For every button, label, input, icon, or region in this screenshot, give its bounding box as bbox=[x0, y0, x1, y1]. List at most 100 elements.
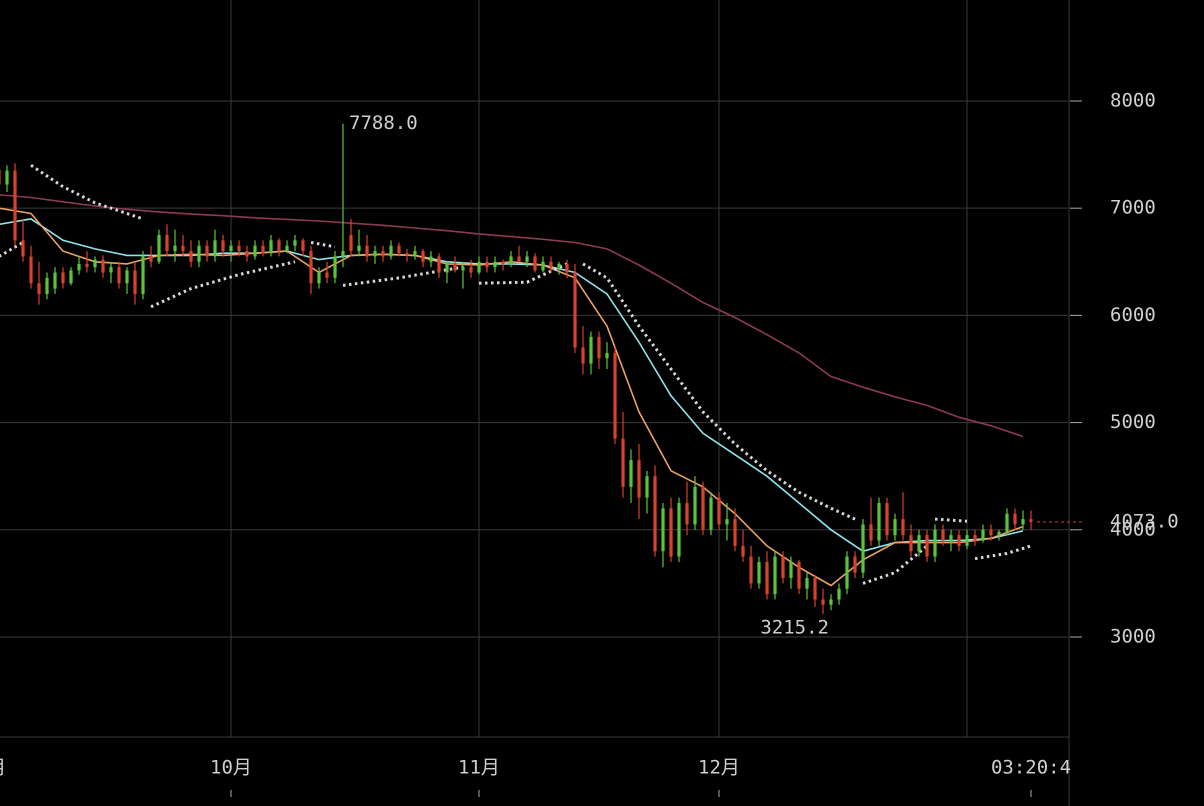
candle-body bbox=[637, 460, 641, 498]
candle-body bbox=[93, 259, 97, 268]
candle-body bbox=[357, 245, 361, 252]
candle-body bbox=[733, 519, 737, 546]
candle-body bbox=[189, 251, 193, 262]
candle-body bbox=[605, 352, 609, 359]
x-tick-label: 11月 bbox=[458, 757, 500, 779]
candle-body bbox=[69, 270, 73, 284]
candle-body bbox=[85, 263, 89, 268]
candle-body bbox=[829, 599, 833, 605]
candle-body bbox=[413, 251, 417, 256]
candle-body bbox=[213, 240, 217, 257]
candle-body bbox=[5, 170, 9, 185]
candle-body bbox=[565, 263, 569, 273]
candle-body bbox=[677, 502, 681, 557]
y-tick-label: 5000 bbox=[1110, 411, 1156, 433]
candle-body bbox=[373, 251, 377, 257]
candle-body bbox=[253, 245, 257, 257]
candle-body bbox=[21, 240, 25, 257]
candle-body bbox=[165, 234, 169, 252]
y-tick-label: 4000 bbox=[1110, 518, 1156, 540]
candle-body bbox=[597, 336, 601, 359]
candle-body bbox=[941, 529, 945, 541]
candle-body bbox=[117, 267, 121, 284]
candle-body bbox=[133, 270, 137, 294]
candle-body bbox=[109, 267, 113, 273]
candle-body bbox=[877, 502, 881, 541]
candle-body bbox=[53, 272, 57, 289]
time-label: 03:20:4 bbox=[991, 757, 1071, 779]
candle-body bbox=[933, 529, 937, 557]
candle-body bbox=[149, 256, 153, 262]
candle-body bbox=[1013, 513, 1017, 525]
candle-body bbox=[77, 263, 81, 271]
candle-body bbox=[797, 561, 801, 589]
candle-body bbox=[525, 256, 529, 262]
candle-body bbox=[949, 535, 953, 541]
candle-body bbox=[717, 497, 721, 525]
x-tick-label: 10月 bbox=[210, 757, 252, 779]
candle-body bbox=[397, 245, 401, 254]
candle-body bbox=[845, 556, 849, 589]
candle-body bbox=[957, 535, 961, 546]
candle-body bbox=[693, 486, 697, 525]
candle-body bbox=[645, 476, 649, 498]
candle-body bbox=[789, 561, 793, 579]
candle-body bbox=[669, 508, 673, 557]
high-label: 7788.0 bbox=[349, 112, 418, 134]
candle-body bbox=[421, 251, 425, 262]
candle-body bbox=[837, 588, 841, 600]
candle-body bbox=[333, 256, 337, 278]
candle-body bbox=[469, 267, 473, 273]
candle-body bbox=[573, 272, 577, 348]
candle-body bbox=[509, 256, 513, 264]
candle-body bbox=[1005, 513, 1009, 532]
candle-body bbox=[277, 240, 281, 252]
candle-body bbox=[477, 261, 481, 273]
candle-body bbox=[781, 556, 785, 579]
candle-body bbox=[437, 256, 441, 273]
candle-body bbox=[125, 270, 129, 284]
candle-body bbox=[285, 245, 289, 252]
y-tick-label: 3000 bbox=[1110, 625, 1156, 647]
candle-body bbox=[869, 524, 873, 541]
candle-body bbox=[805, 578, 809, 589]
candle-body bbox=[197, 245, 201, 262]
candle-body bbox=[1021, 519, 1025, 525]
candle-body bbox=[485, 261, 489, 268]
candle-body bbox=[549, 261, 553, 268]
candle-body bbox=[325, 272, 329, 278]
candle-body bbox=[269, 240, 273, 254]
candle-body bbox=[13, 170, 17, 241]
candle-body bbox=[557, 263, 561, 268]
candle-body bbox=[885, 502, 889, 536]
candle-body bbox=[141, 256, 145, 294]
y-tick-label: 8000 bbox=[1110, 89, 1156, 111]
candle-body bbox=[749, 556, 753, 584]
candle-body bbox=[29, 256, 33, 284]
candle-body bbox=[389, 245, 393, 257]
candle-body bbox=[61, 272, 65, 284]
candle-body bbox=[581, 347, 585, 364]
candle-body bbox=[301, 240, 305, 252]
indicator-line bbox=[0, 194, 1024, 438]
candle-body bbox=[973, 535, 977, 541]
labels: 3000 4000 5000 6000 7000 8000 9月 10月 11月 12月 7788.… bbox=[0, 89, 1179, 778]
candle-body bbox=[349, 234, 353, 252]
candle-body bbox=[237, 245, 241, 252]
candle-body bbox=[245, 251, 249, 257]
candle-body bbox=[589, 336, 593, 364]
candle-body bbox=[741, 545, 745, 557]
candle-body bbox=[309, 251, 313, 284]
candle-body bbox=[261, 245, 265, 254]
candle-body bbox=[517, 256, 521, 262]
candle-body bbox=[629, 460, 633, 487]
candle-body bbox=[541, 261, 545, 271]
candle-body bbox=[613, 352, 617, 439]
candle-body bbox=[853, 556, 857, 573]
candle-body bbox=[501, 261, 505, 264]
candle-body bbox=[381, 251, 385, 257]
candle-body bbox=[965, 535, 969, 546]
candle-body bbox=[861, 524, 865, 573]
